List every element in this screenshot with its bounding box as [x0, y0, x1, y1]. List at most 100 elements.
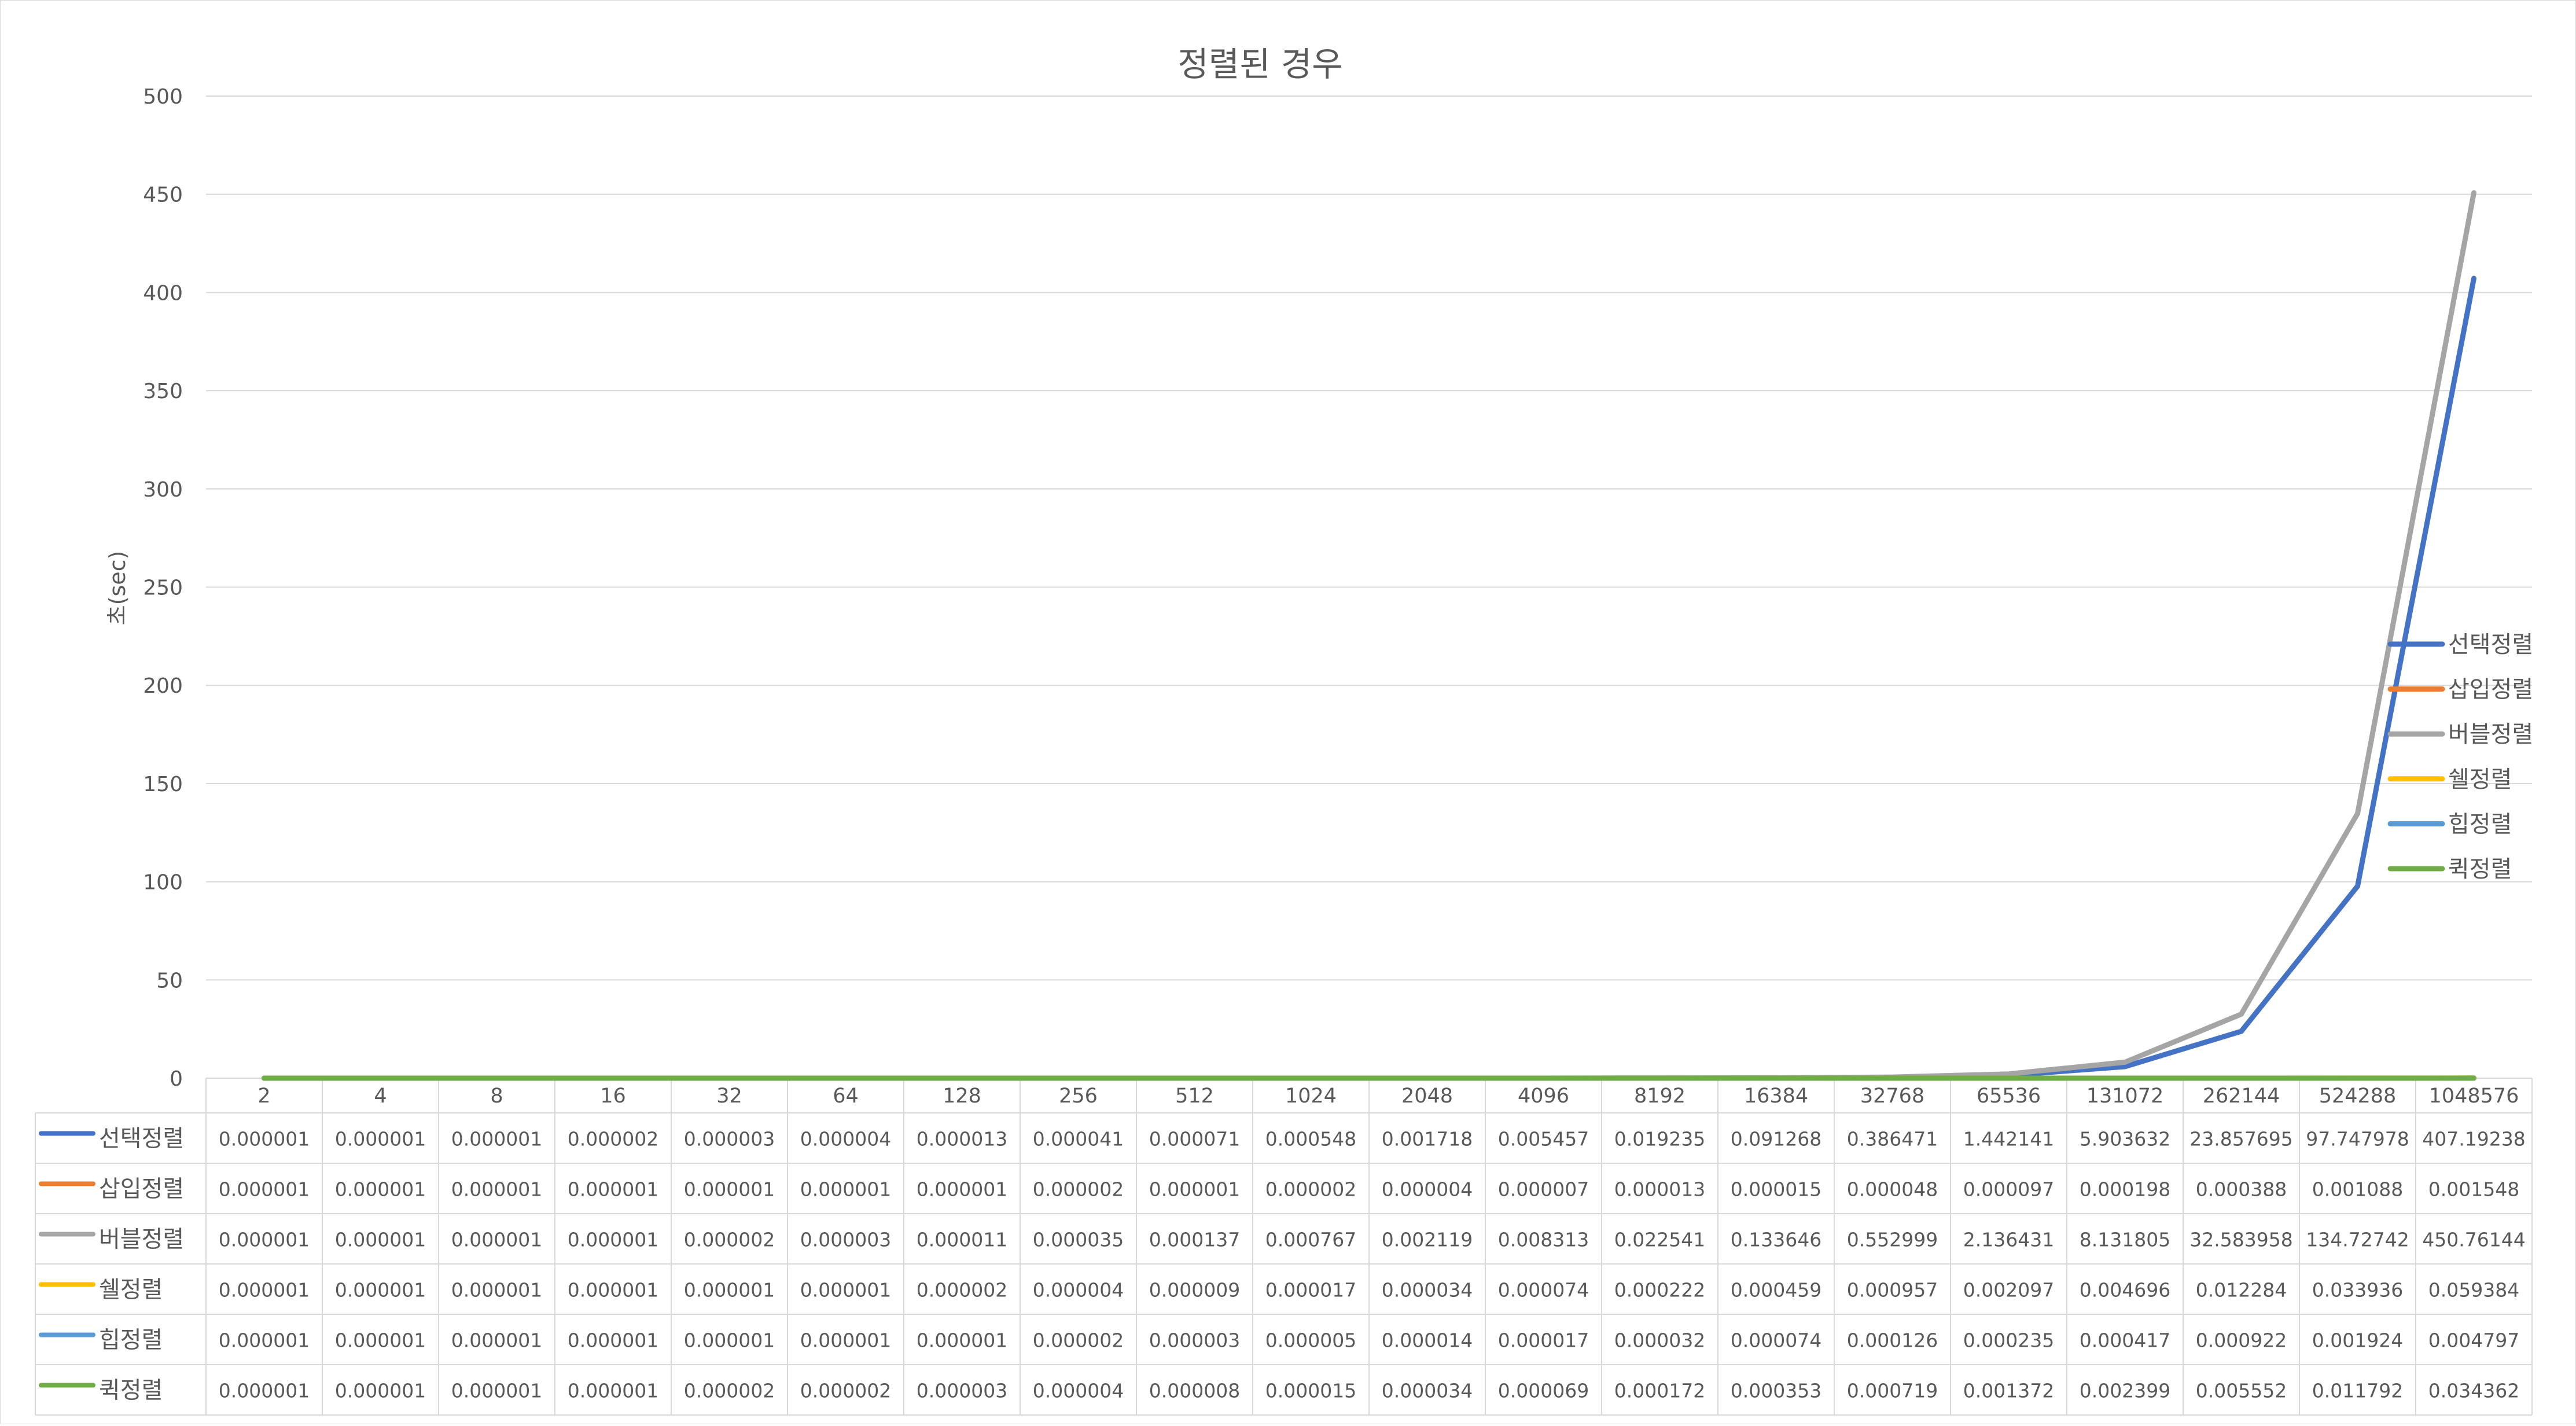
data-table-cell: 0.019235 [1614, 1128, 1705, 1151]
table-series-name: 퀵정렬 [99, 1377, 163, 1404]
chart-title: 정렬된 경우 [1177, 45, 1342, 84]
data-table-cell: 0.000032 [1614, 1329, 1705, 1352]
x-category-label: 2 [257, 1085, 270, 1108]
data-table-cell: 0.000002 [1265, 1178, 1356, 1201]
data-table-cell: 0.000388 [2196, 1178, 2287, 1201]
data-table-cell: 97.747978 [2306, 1128, 2409, 1151]
data-table-cell: 0.000001 [219, 1329, 310, 1352]
data-table-cell: 0.000071 [1149, 1128, 1240, 1151]
data-table-cell: 0.000014 [1382, 1329, 1473, 1352]
data-table-cell: 0.000001 [800, 1329, 891, 1352]
data-table-cell: 0.000013 [1614, 1178, 1705, 1201]
data-table-cell: 0.000172 [1614, 1380, 1705, 1402]
series-line [264, 278, 2474, 1078]
data-table-cell: 0.000097 [1963, 1178, 2054, 1201]
data-table-cell: 8.131805 [2080, 1229, 2170, 1251]
data-table-cell: 0.091268 [1731, 1128, 1821, 1151]
data-table-cell: 0.002399 [2080, 1380, 2170, 1402]
legend-label: 힙정렬 [2448, 811, 2512, 837]
data-table-cell: 0.008313 [1498, 1229, 1589, 1251]
data-table-cell: 0.000048 [1847, 1178, 1938, 1201]
x-category-label: 2048 [1401, 1085, 1453, 1108]
x-category-label: 131072 [2086, 1085, 2164, 1108]
data-table-cell: 0.004797 [2428, 1329, 2519, 1352]
data-table-cell: 0.000957 [1847, 1279, 1938, 1302]
legend-label: 쉘정렬 [2448, 766, 2512, 793]
data-table-cell: 0.000222 [1614, 1279, 1705, 1302]
data-table-cell: 0.386471 [1847, 1128, 1938, 1151]
data-table-cell: 0.000001 [917, 1178, 1007, 1201]
data-table-cell: 2.136431 [1963, 1229, 2054, 1251]
data-table-cell: 0.000003 [1149, 1329, 1240, 1352]
data-table-cell: 450.76144 [2422, 1229, 2525, 1251]
y-tick-label: 150 [143, 773, 183, 796]
data-table-cell: 0.000002 [568, 1128, 658, 1151]
x-category-label: 8 [490, 1085, 503, 1108]
data-table-cell: 0.012284 [2196, 1279, 2287, 1302]
data-table-cell: 0.000004 [1033, 1380, 1124, 1402]
data-table-cell: 0.000069 [1498, 1380, 1589, 1402]
data-table-cell: 0.022541 [1614, 1229, 1705, 1251]
data-table-cell: 0.000007 [1498, 1178, 1589, 1201]
data-table-cell: 0.000001 [451, 1380, 542, 1402]
data-table-cell: 0.000005 [1265, 1329, 1356, 1352]
data-table-cell: 0.000015 [1265, 1380, 1356, 1402]
data-table-cell: 0.001718 [1382, 1128, 1473, 1151]
data-table-cell: 0.000001 [219, 1128, 310, 1151]
data-table-cell: 0.000004 [800, 1128, 891, 1151]
data-table-cell: 0.000015 [1731, 1178, 1821, 1201]
data-table-cell: 0.000002 [684, 1229, 775, 1251]
y-tick-label: 50 [156, 969, 183, 993]
x-category-label: 512 [1175, 1085, 1214, 1108]
data-table-cell: 0.011792 [2312, 1380, 2403, 1402]
x-category-label: 16384 [1744, 1085, 1808, 1108]
y-axis-label: 초(sec) [105, 551, 130, 626]
data-table-cell: 0.000001 [684, 1178, 775, 1201]
data-table-cell: 0.000001 [335, 1128, 426, 1151]
data-table-cell: 0.000003 [800, 1229, 891, 1251]
data-table-cell: 0.000922 [2196, 1329, 2287, 1352]
data-table-cell: 0.059384 [2428, 1279, 2519, 1302]
y-tick-label: 500 [143, 85, 183, 109]
data-table-cell: 0.000001 [335, 1229, 426, 1251]
data-table-cell: 0.000767 [1265, 1229, 1356, 1251]
series-lines [264, 193, 2474, 1078]
x-category-label: 32 [716, 1085, 742, 1108]
table-series-name: 힙정렬 [99, 1327, 163, 1354]
data-table-cell: 0.001088 [2312, 1178, 2403, 1201]
data-table-cell: 0.000009 [1149, 1279, 1240, 1302]
data-table-cell: 0.000074 [1731, 1329, 1821, 1352]
data-table-cell: 0.000001 [568, 1380, 658, 1402]
data-table-cell: 0.000034 [1382, 1279, 1473, 1302]
data-table-cell: 0.000035 [1033, 1229, 1124, 1251]
series-line [264, 193, 2474, 1078]
y-tick-label: 450 [143, 183, 183, 207]
data-table-cell: 0.000003 [917, 1380, 1007, 1402]
data-table-cell: 0.001548 [2428, 1178, 2519, 1201]
x-category-label: 262144 [2203, 1085, 2280, 1108]
y-tick-label: 200 [143, 674, 183, 698]
data-table-cell: 0.000417 [2080, 1329, 2170, 1352]
data-table-cell: 0.000041 [1033, 1128, 1124, 1151]
data-table-cell: 0.000001 [568, 1279, 658, 1302]
data-table-cell: 32.583958 [2189, 1229, 2292, 1251]
x-category-label: 524288 [2319, 1085, 2397, 1108]
data-table-cell: 0.000001 [335, 1329, 426, 1352]
legend-label: 선택정렬 [2448, 631, 2533, 658]
data-table-cell: 0.000001 [451, 1279, 542, 1302]
x-category-label: 4096 [1518, 1085, 1569, 1108]
y-tick-label: 350 [143, 380, 183, 403]
data-table-cell: 0.000002 [917, 1279, 1007, 1302]
data-table-cell: 0.000004 [1033, 1279, 1124, 1302]
data-table-cell: 0.000001 [917, 1329, 1007, 1352]
data-table-cell: 0.000198 [2080, 1178, 2170, 1201]
data-table-cell: 0.000001 [1149, 1178, 1240, 1201]
data-table-cell: 0.000001 [219, 1229, 310, 1251]
data-table-cell: 0.000034 [1382, 1380, 1473, 1402]
y-tick-label: 250 [143, 576, 183, 600]
data-table-cell: 0.000002 [1033, 1178, 1124, 1201]
